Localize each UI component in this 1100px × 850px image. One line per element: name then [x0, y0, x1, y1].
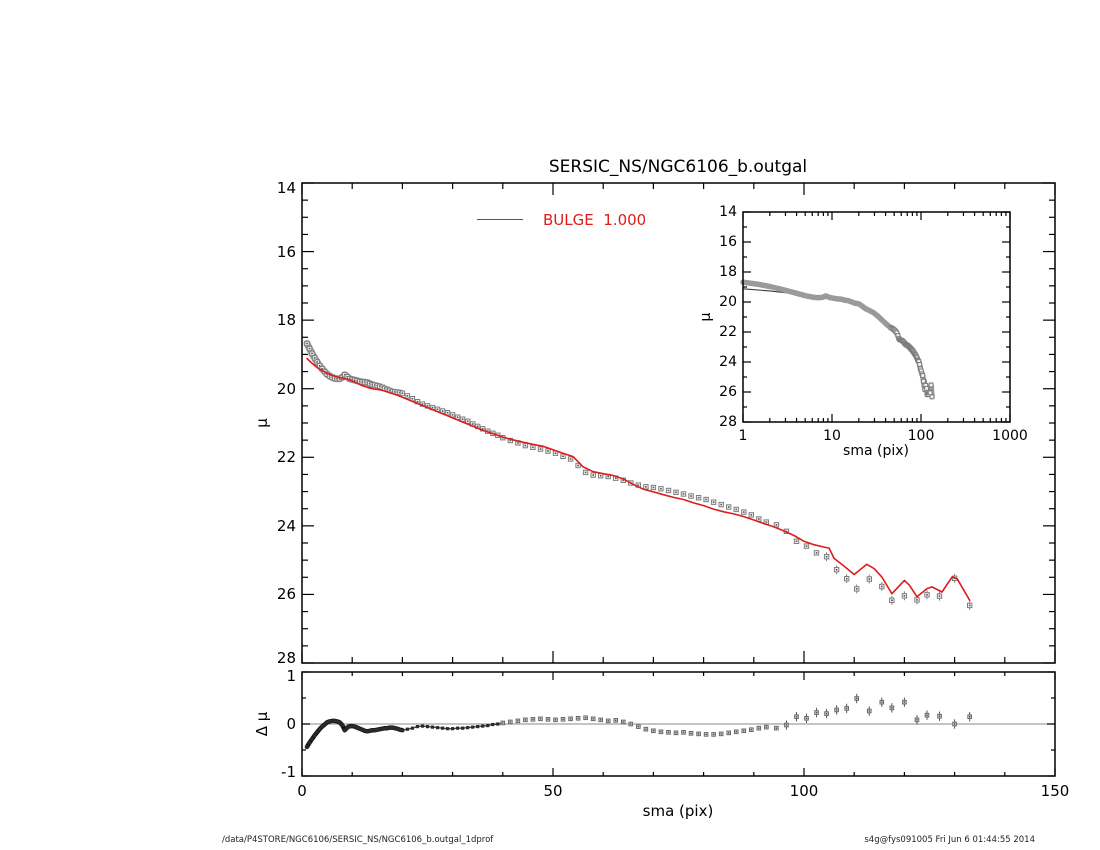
- main-y-axis-label: μ: [253, 418, 271, 428]
- residual-y-tick-label: 1: [286, 667, 296, 685]
- inset-y-axis-label: μ: [698, 312, 714, 322]
- x-tick-label: 0: [297, 782, 307, 800]
- residual-y-tick-label: 0: [286, 715, 296, 733]
- inset-x-axis-label: sma (pix): [843, 443, 909, 459]
- main-y-tick-label: 26: [276, 585, 296, 604]
- inset-y-tick-label: 18: [719, 264, 737, 280]
- residual-points: [305, 693, 972, 749]
- plot-title: SERSIC_NS/NGC6106_b.outgal: [548, 157, 808, 177]
- residual-plot-frame: [301, 671, 1056, 777]
- main-y-tick-label: 16: [276, 242, 296, 261]
- inset-y-tick-label: 28: [719, 414, 737, 430]
- inset-y-tick-label: 24: [719, 354, 737, 370]
- file-path-text: /data/P4STORE/NGC6106/SERSIC_NS/NGC6106_…: [222, 835, 494, 845]
- inset-x-tick-label: 100: [907, 428, 935, 444]
- residual-y-tick-label: -1: [281, 763, 296, 781]
- main-y-tick-label: 24: [276, 516, 296, 535]
- inset-y-tick-label: 22: [719, 324, 737, 340]
- main-y-tick-label: 28: [276, 649, 296, 667]
- main-model-line: [306, 357, 971, 602]
- inset-data-points: [888, 325, 935, 400]
- main-y-tick-label: 22: [276, 448, 296, 467]
- x-axis-label: sma (pix): [642, 802, 714, 820]
- x-tick-label: 50: [543, 782, 563, 800]
- legend-label: BULGE 1.000: [543, 211, 647, 229]
- x-tick-label: 100: [789, 782, 819, 800]
- inset-x-tick-label: 1000: [992, 428, 1028, 444]
- main-data-points: [304, 340, 973, 610]
- inset-y-tick-label: 20: [719, 294, 737, 310]
- x-tick-label: 150: [1040, 782, 1070, 800]
- inset-x-tick-label: 10: [823, 428, 841, 444]
- inset-y-tick-label: 14: [719, 204, 737, 220]
- residual-curve: [304, 718, 504, 750]
- main-y-tick-label: 18: [276, 311, 296, 330]
- main-plot-frame: [301, 182, 1056, 664]
- user-timestamp-text: s4g@fys091005 Fri Jun 6 01:44:55 2014: [864, 835, 1035, 845]
- inset-y-tick-label: 26: [719, 384, 737, 400]
- main-y-tick-label: 14: [276, 179, 296, 197]
- main-y-tick-label: 20: [276, 379, 296, 398]
- inset-y-tick-label: 16: [719, 234, 737, 250]
- inset-x-tick-label: 1: [738, 428, 748, 444]
- inset-plot-frame: [742, 211, 1011, 423]
- legend-line-sample: [477, 219, 523, 220]
